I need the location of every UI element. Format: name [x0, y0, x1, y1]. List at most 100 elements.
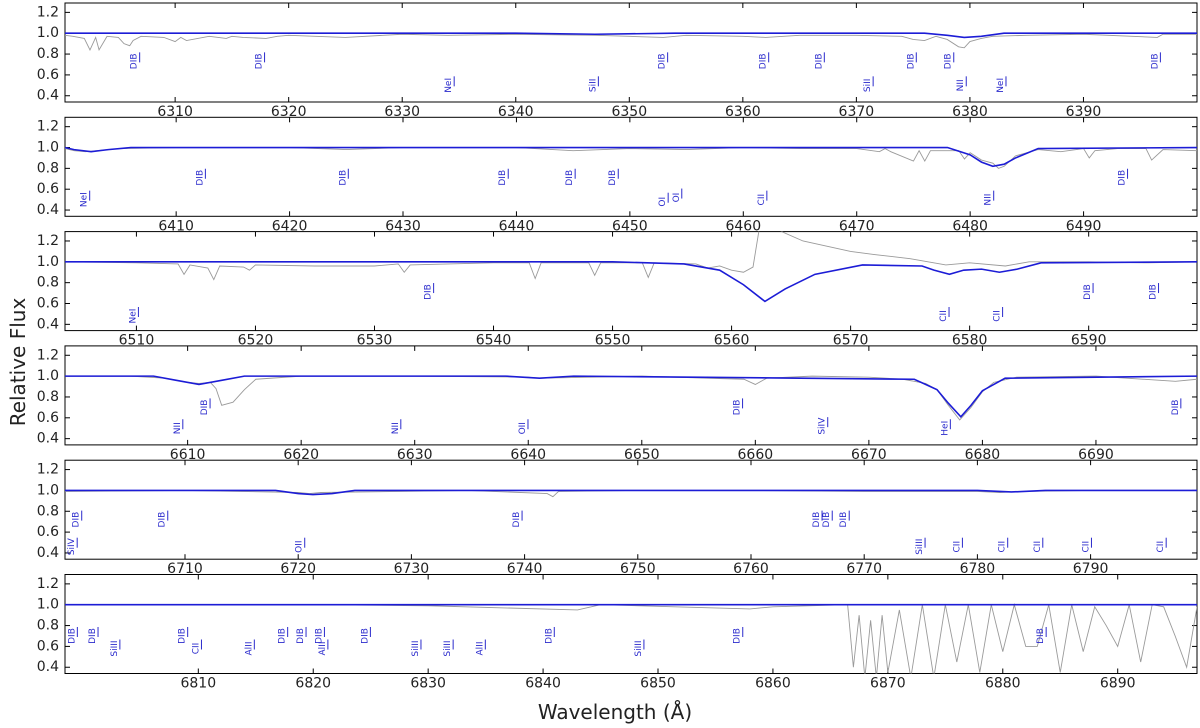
x-tick-label: 6330: [384, 104, 420, 120]
plot-frame: [64, 459, 1198, 560]
y-tick-label: 1.2: [37, 119, 59, 135]
line-label: SiIII: [443, 640, 453, 656]
x-tick-label: 6790: [1073, 561, 1109, 577]
x-axis-label: Wavelength (Å): [538, 700, 692, 724]
x-tick-label: 6660: [738, 447, 774, 463]
y-tick-label: 0.8: [37, 389, 59, 405]
x-tick-label: 6560: [714, 333, 750, 349]
line-label: DIB: [544, 628, 554, 644]
panel: 6510 6520 6530 6540 6550 6560 6570 6580 6590 0.4 0…: [37, 231, 1198, 349]
line-label: DIB: [812, 512, 822, 528]
x-tick-label: 6850: [640, 676, 676, 692]
line-label: NII: [956, 79, 966, 91]
y-axis-label: Relative Flux: [6, 298, 30, 427]
line-label: DIB: [565, 170, 575, 186]
line-label: DIB: [759, 53, 769, 69]
line-label: DIB: [200, 400, 210, 416]
spectrum-line: [65, 147, 1197, 169]
line-label: DIB: [822, 512, 832, 528]
line-label: SiII: [588, 79, 598, 93]
y-tick-label: 1.0: [37, 597, 59, 613]
y-tick-label: 1.0: [37, 140, 59, 156]
x-tick-label: 6580: [952, 333, 988, 349]
line-label: DIB: [608, 170, 618, 186]
x-tick-label: 6890: [1100, 676, 1136, 692]
line-label: DIB: [814, 53, 824, 69]
line-label: OII: [518, 422, 528, 434]
x-tick-label: 6770: [846, 561, 882, 577]
line-label: DIB: [1150, 53, 1160, 69]
line-label: NeI: [80, 192, 90, 207]
y-tick-label: 1.2: [37, 462, 59, 478]
line-label: NeI: [128, 309, 138, 324]
line-label: SiIII: [411, 640, 421, 656]
x-tick-label: 6470: [839, 218, 875, 234]
x-tick-label: 6320: [271, 104, 307, 120]
x-tick-label: 6730: [394, 561, 430, 577]
x-tick-label: 6680: [965, 447, 1001, 463]
x-tick-label: 6720: [280, 561, 316, 577]
line-label: AlII: [318, 642, 328, 656]
x-tick-label: 6370: [839, 104, 875, 120]
y-tick-label: 1.2: [37, 347, 59, 363]
line-label: DIB: [658, 53, 668, 69]
plot-frame: [64, 231, 1198, 332]
line-label: NeI: [996, 78, 1006, 93]
spectrum-line: [65, 602, 1197, 674]
y-tick-label: 0.4: [37, 202, 59, 218]
x-tick-label: 6760: [733, 561, 769, 577]
line-label: DIB: [178, 628, 188, 644]
line-label: CII: [939, 310, 949, 322]
spectrum-line: [65, 33, 1197, 52]
x-tick-label: 6630: [397, 447, 433, 463]
plot-frame: [64, 2, 1198, 103]
line-label: NII: [984, 194, 994, 206]
line-label: DIB: [130, 53, 140, 69]
y-tick-label: 0.4: [37, 659, 59, 675]
line-label: DIB: [839, 512, 849, 528]
x-tick-label: 6350: [611, 104, 647, 120]
y-tick-label: 0.6: [37, 296, 59, 312]
line-label: DIB: [733, 400, 743, 416]
y-tick-label: 0.8: [37, 160, 59, 176]
spectrum-line: [65, 146, 1197, 168]
line-label: CII: [952, 541, 962, 553]
y-tick-label: 0.6: [37, 524, 59, 540]
line-label: CII: [1033, 541, 1043, 553]
x-tick-label: 6550: [595, 333, 631, 349]
y-tick-label: 1.0: [37, 25, 59, 41]
line-label: SiIII: [634, 640, 644, 656]
line-label: CII: [1156, 541, 1166, 553]
line-label: DIB: [158, 512, 168, 528]
spectrum-line: [65, 375, 1197, 421]
line-label: DIB: [88, 628, 98, 644]
line-label: DIB: [512, 512, 522, 528]
line-label: CII: [998, 541, 1008, 553]
x-tick-label: 6820: [295, 676, 331, 692]
line-label: DIB: [255, 53, 265, 69]
line-label: DIB: [498, 170, 508, 186]
spectrum-line: [65, 489, 1197, 496]
y-tick-label: 1.2: [37, 4, 59, 20]
line-label: SiII: [863, 79, 873, 93]
x-tick-label: 6460: [725, 218, 761, 234]
y-tick-label: 0.8: [37, 275, 59, 291]
x-tick-label: 6840: [525, 676, 561, 692]
y-tick-label: 0.8: [37, 503, 59, 519]
x-tick-label: 6590: [1071, 333, 1107, 349]
panel: 6310 6320 6330 6340 6350 6360 6370 6380 6390 0.4 0…: [37, 2, 1198, 120]
line-label: DIB: [338, 170, 348, 186]
line-label: NII: [391, 422, 401, 434]
line-label: OI: [658, 197, 668, 207]
x-tick-label: 6610: [170, 447, 206, 463]
x-tick-label: 6870: [870, 676, 906, 692]
x-tick-label: 6740: [507, 561, 543, 577]
x-tick-label: 6430: [385, 218, 421, 234]
line-label: SiIII: [110, 640, 120, 656]
line-label: SiIII: [915, 539, 925, 555]
line-label: CII: [1081, 541, 1091, 553]
spectrum-line: [65, 231, 1197, 281]
panel: 6810 6820 6830 6840 6850 6860 6870 6880 6890 0.4 0…: [37, 574, 1198, 692]
line-label: DIB: [1171, 400, 1181, 416]
x-tick-label: 6810: [180, 676, 216, 692]
